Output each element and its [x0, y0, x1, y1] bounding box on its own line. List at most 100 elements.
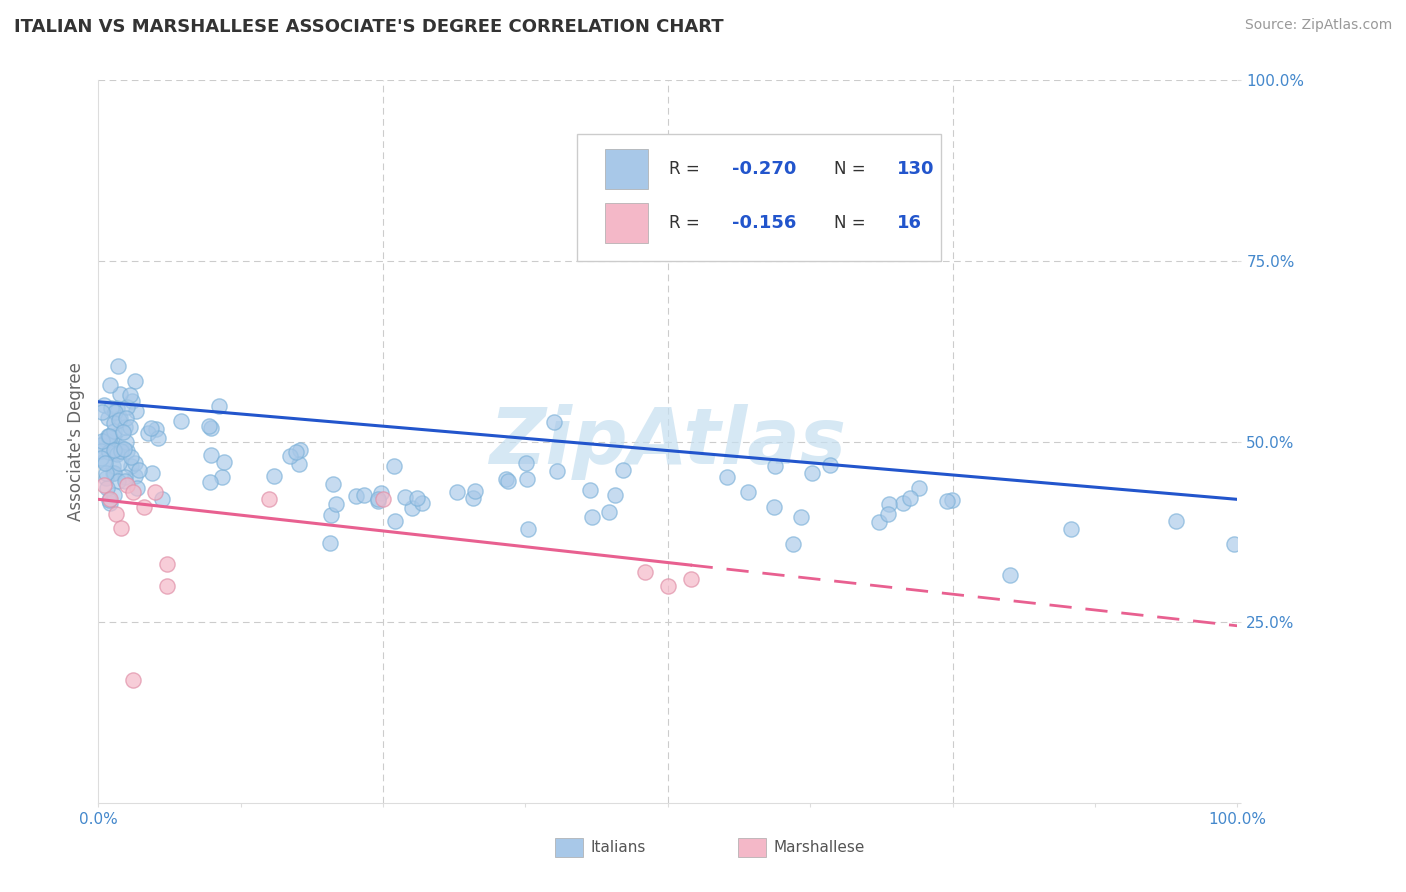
Point — [321, 508, 343, 523]
Point — [120, 420, 142, 434]
Point — [278, 449, 301, 463]
Point — [495, 472, 517, 486]
Point — [120, 450, 142, 465]
Point — [763, 500, 786, 515]
Point — [108, 386, 131, 401]
Point — [120, 458, 142, 473]
Point — [546, 465, 568, 479]
FancyBboxPatch shape — [576, 135, 941, 260]
Point — [103, 424, 125, 438]
Text: N =: N = — [834, 160, 870, 178]
Point — [868, 515, 890, 529]
Point — [121, 673, 143, 687]
Point — [325, 497, 347, 511]
Point — [115, 478, 138, 492]
Point — [763, 458, 786, 473]
Point — [108, 411, 131, 425]
Point — [367, 494, 389, 508]
Point — [716, 470, 738, 484]
Point — [125, 481, 148, 495]
Text: -0.156: -0.156 — [731, 214, 796, 232]
Point — [98, 430, 121, 444]
Point — [124, 469, 146, 483]
Point — [94, 471, 117, 485]
Point — [98, 445, 121, 459]
Point — [118, 388, 141, 402]
Point — [114, 469, 136, 483]
Text: ITALIAN VS MARSHALLESE ASSOCIATE'S DEGREE CORRELATION CHART: ITALIAN VS MARSHALLESE ASSOCIATE'S DEGRE… — [14, 18, 724, 36]
Point — [104, 405, 127, 419]
Point — [198, 475, 221, 490]
Point — [737, 485, 759, 500]
Point — [146, 431, 169, 445]
Point — [789, 510, 811, 524]
Point — [98, 378, 121, 392]
Point — [124, 374, 146, 388]
Point — [98, 492, 121, 507]
Text: N =: N = — [834, 214, 870, 232]
Point — [200, 448, 222, 462]
FancyBboxPatch shape — [738, 838, 766, 857]
Text: R =: R = — [669, 160, 704, 178]
Point — [382, 459, 405, 474]
Point — [284, 444, 307, 458]
Point — [464, 483, 486, 498]
Point — [211, 470, 233, 484]
Point — [515, 456, 537, 470]
Point — [103, 429, 125, 443]
Point — [263, 468, 285, 483]
Point — [288, 443, 311, 458]
Text: Italians: Italians — [591, 840, 645, 855]
Point — [114, 420, 136, 434]
Point — [93, 454, 115, 468]
Point — [935, 494, 957, 508]
Point — [371, 492, 394, 507]
Point — [198, 419, 221, 434]
Point — [124, 404, 146, 418]
Point — [97, 493, 120, 508]
Point — [156, 558, 179, 572]
Point — [1000, 567, 1022, 582]
Point — [941, 493, 963, 508]
Text: Marshallese: Marshallese — [773, 840, 865, 855]
Point — [1164, 514, 1187, 528]
Point — [145, 485, 167, 500]
Point — [517, 522, 540, 536]
Point — [93, 398, 115, 412]
Point — [96, 481, 118, 495]
FancyBboxPatch shape — [605, 203, 648, 243]
Point — [208, 399, 231, 413]
Point — [344, 489, 367, 503]
Text: 16: 16 — [897, 214, 922, 232]
Point — [367, 491, 389, 506]
Point — [132, 500, 155, 514]
Point — [103, 488, 125, 502]
Point — [124, 456, 146, 470]
Point — [579, 483, 602, 498]
Point — [97, 429, 120, 443]
Point — [94, 434, 117, 448]
Point — [110, 444, 132, 458]
Point — [212, 455, 235, 469]
Point — [907, 481, 929, 495]
Point — [259, 492, 281, 507]
Point — [634, 565, 657, 579]
Point — [96, 467, 118, 481]
Point — [91, 405, 114, 419]
Point — [319, 535, 342, 549]
Point — [898, 491, 921, 505]
Point — [103, 442, 125, 457]
Point — [169, 414, 191, 428]
Point — [394, 491, 416, 505]
Point — [463, 491, 485, 506]
FancyBboxPatch shape — [605, 149, 648, 188]
Point — [115, 401, 138, 415]
Point — [100, 401, 122, 416]
Point — [107, 474, 129, 488]
Point — [104, 507, 127, 521]
Point — [801, 466, 824, 480]
Point — [107, 413, 129, 427]
Point — [401, 500, 423, 515]
Point — [97, 411, 120, 425]
Point — [384, 514, 406, 528]
